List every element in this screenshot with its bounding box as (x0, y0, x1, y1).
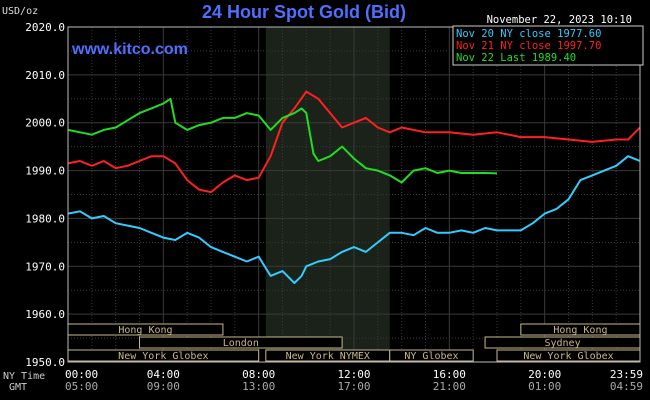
y-tick-label: 1960.0 (25, 308, 65, 321)
series-line-2 (67, 97, 498, 184)
x-tick-label-ny: 04:00 (147, 368, 180, 381)
session-label: London (223, 338, 259, 349)
legend-entry: Nov 21 NY close 1997.70 (456, 40, 601, 52)
session-box (139, 336, 343, 349)
session-label: New York Globex (523, 351, 613, 362)
plot-frame (67, 26, 641, 363)
series-line-0 (67, 155, 641, 284)
chart-legend: Nov 20 NY close 1977.60 Nov 21 NY close … (452, 25, 644, 66)
series-line-1 (67, 90, 641, 194)
x-tick-label-gmt: 21:00 (433, 380, 466, 393)
nymex-session-shade (265, 27, 390, 362)
y-tick-label: 1980.0 (25, 212, 65, 225)
x-tick-label-gmt: 13:00 (242, 380, 275, 393)
session-label: New York Globex (118, 351, 208, 362)
y-tick-label: 2010.0 (25, 69, 65, 82)
x-tick-label-ny: 23:59 (610, 368, 643, 381)
x-tick-label-gmt: 17:00 (337, 380, 370, 393)
y-tick-label: 1990.0 (25, 165, 65, 178)
x-tick-label-ny: 12:00 (337, 368, 370, 381)
x-tick-label-ny: 00:00 (65, 368, 98, 381)
x-tick-label-ny: 16:00 (433, 368, 466, 381)
session-label: NY Globex (404, 351, 458, 362)
ny-time-label: NY Time (3, 371, 45, 382)
y-tick-label: 1950.0 (25, 356, 65, 369)
session-label: Sydney (544, 338, 580, 349)
session-label: New York NYMEX (286, 351, 370, 362)
kitco-watermark: www.kitco.com (71, 41, 188, 58)
session-label: Hong Kong (553, 325, 607, 336)
y-tick-label: 2000.0 (25, 117, 65, 130)
x-tick-label-gmt: 09:00 (147, 380, 180, 393)
legend-box (452, 25, 644, 66)
x-tick-label-ny: 08:00 (242, 368, 275, 381)
legend-entry: Nov 20 NY close 1977.60 (456, 28, 601, 40)
chart-title: 24 Hour Spot Gold (Bid) (202, 2, 406, 22)
x-tick-label-gmt: 01:00 (528, 380, 561, 393)
gmt-label: GMT (9, 382, 27, 393)
x-tick-label-gmt: 05:00 (65, 380, 98, 393)
chart-datetime: November 22, 2023 10:10 (487, 14, 632, 26)
session-box (389, 349, 474, 362)
x-tick-label-gmt: 04:59 (610, 380, 643, 393)
x-tick-label-ny: 20:00 (528, 368, 561, 381)
y-tick-label: 2020.0 (25, 21, 65, 34)
unit-label: USD/oz (2, 6, 38, 17)
legend-entry: Nov 22 Last 1989.40 (456, 52, 576, 64)
y-tick-label: 1970.0 (25, 260, 65, 273)
session-label: Hong Kong (118, 325, 172, 336)
